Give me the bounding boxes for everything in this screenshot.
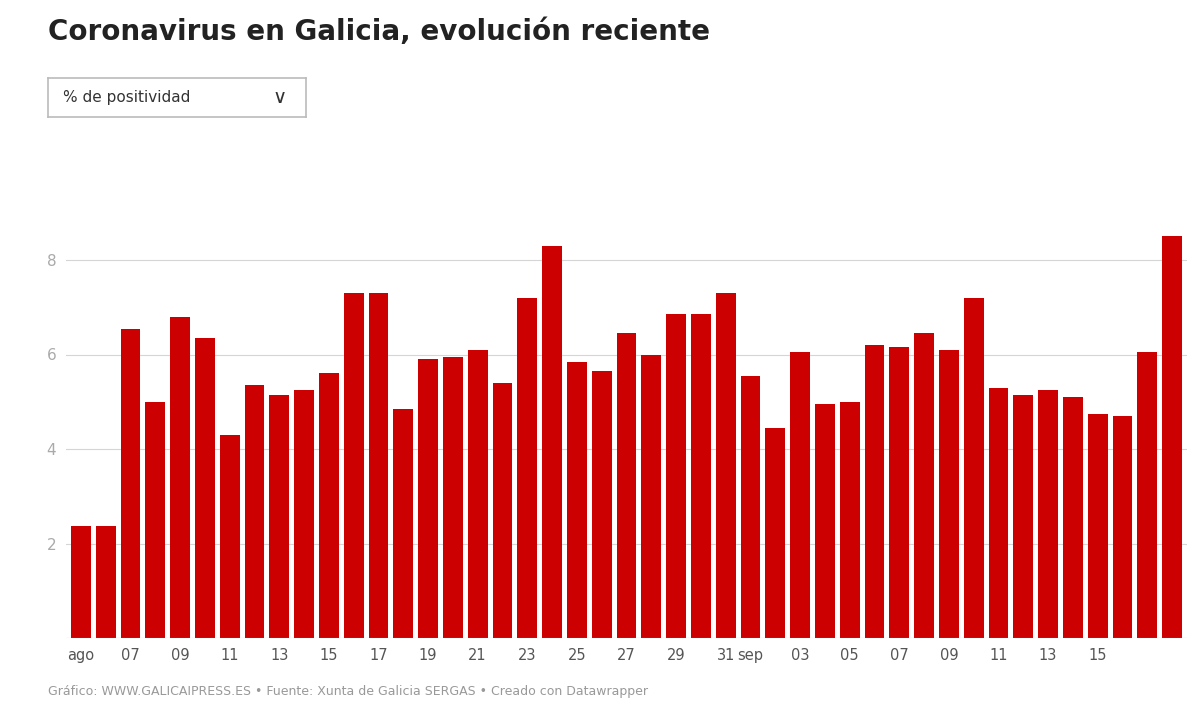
Text: ∨: ∨ [273,88,287,107]
Text: Coronavirus en Galicia, evolución reciente: Coronavirus en Galicia, evolución recien… [48,18,710,45]
Bar [815,404,835,638]
Bar [964,298,983,638]
Bar [667,314,686,638]
Bar [219,435,240,638]
Bar [468,350,488,638]
Bar [914,333,934,638]
Bar [1013,395,1034,638]
Bar [765,428,785,638]
Bar [741,376,760,638]
Bar [393,409,414,638]
Bar [245,385,264,638]
Bar [344,293,363,638]
Bar [1087,413,1108,638]
Bar [716,293,736,638]
Bar [1162,236,1182,638]
Bar [170,317,189,638]
Bar [839,402,860,638]
Bar [442,357,463,638]
Bar [96,526,115,638]
Bar [790,352,811,638]
Bar [864,345,885,638]
Bar [691,314,711,638]
Bar [418,359,438,638]
Bar [592,371,611,638]
Bar [567,362,586,638]
Bar [319,374,339,638]
Bar [1064,397,1083,638]
Bar [121,328,140,638]
Bar [939,350,959,638]
Bar [542,246,562,638]
Bar [270,395,289,638]
Bar [989,388,1008,638]
Bar [195,338,215,638]
Bar [616,333,637,638]
Bar [1113,416,1132,638]
Bar [493,383,512,638]
Text: Gráfico: WWW.GALICAIPRESS.ES • Fuente: Xunta de Galicia SERGAS • Creado con Data: Gráfico: WWW.GALICAIPRESS.ES • Fuente: X… [48,686,647,698]
Bar [1138,352,1157,638]
Bar [368,293,388,638]
Bar [517,298,537,638]
Bar [890,347,909,638]
Text: % de positividad: % de positividad [64,90,191,105]
Bar [1038,390,1058,638]
Bar [71,526,91,638]
Bar [145,402,165,638]
Bar [641,354,661,638]
Bar [294,390,314,638]
